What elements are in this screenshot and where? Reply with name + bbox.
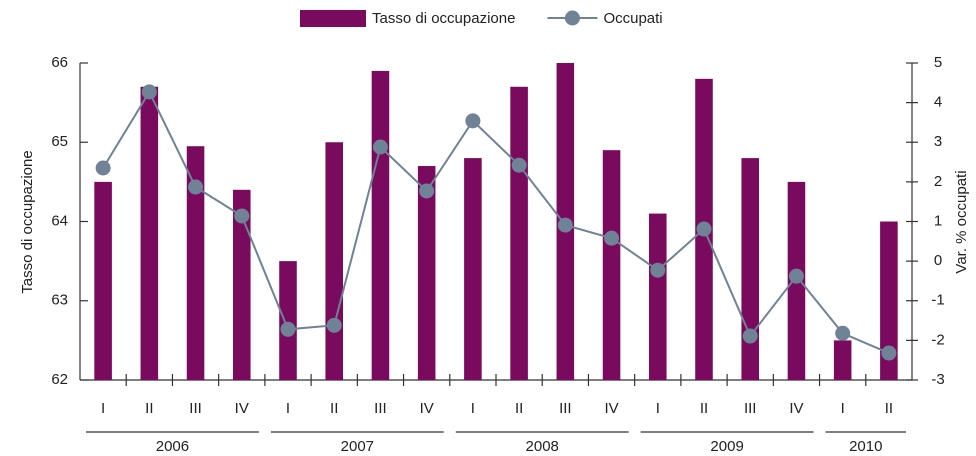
y2-tick-label: -2 xyxy=(931,331,944,348)
marker xyxy=(280,321,296,337)
line xyxy=(102,89,890,354)
x-tick-label: III xyxy=(559,400,572,417)
legend-label: Tasso di occupazione xyxy=(372,10,515,27)
bar xyxy=(417,166,436,380)
marker xyxy=(465,113,481,129)
x-tick-label: IV xyxy=(235,400,249,417)
y2-tick-label: 2 xyxy=(934,173,942,190)
marker xyxy=(372,139,388,155)
marker xyxy=(788,268,804,284)
y-tick-label: 64 xyxy=(51,212,68,229)
y2-tick-label: 5 xyxy=(934,54,942,71)
group-label: 2009 xyxy=(710,438,743,455)
x-tick-label: III xyxy=(374,400,387,417)
marker xyxy=(188,179,204,195)
bar xyxy=(325,142,344,380)
y2-axis-label: Var. % occupati xyxy=(953,170,970,273)
y2-tick-label: 4 xyxy=(934,94,942,111)
group-label: 2008 xyxy=(526,438,559,455)
marker xyxy=(326,317,342,333)
marker xyxy=(650,262,666,278)
x-tick-label: IV xyxy=(789,400,803,417)
x-tick-label: II xyxy=(700,400,708,417)
legend-marker xyxy=(564,10,580,26)
y-tick-label: 63 xyxy=(51,292,68,309)
bar xyxy=(880,221,898,380)
group-label: 2006 xyxy=(156,438,189,455)
bar xyxy=(741,158,760,380)
marker xyxy=(141,84,157,100)
x-tick-label: II xyxy=(145,400,153,417)
x-tick-label: III xyxy=(189,400,202,417)
bar xyxy=(371,70,390,381)
bar xyxy=(94,181,112,380)
x-tick-label: I xyxy=(471,400,475,417)
x-tick-label: I xyxy=(656,400,660,417)
group-label: 2007 xyxy=(341,438,374,455)
marker xyxy=(881,345,897,361)
y2-tick-label: 0 xyxy=(934,252,942,269)
x-tick-label: II xyxy=(885,400,893,417)
marker xyxy=(742,328,758,344)
legend-swatch xyxy=(300,10,366,27)
x-tick-label: II xyxy=(515,400,523,417)
group-label: 2010 xyxy=(849,438,882,455)
bar xyxy=(279,261,297,380)
x-tick-label: II xyxy=(330,400,338,417)
x-tick-label: I xyxy=(841,400,845,417)
x-tick-label: I xyxy=(286,400,290,417)
marker xyxy=(511,157,527,173)
marker xyxy=(95,160,111,176)
bar xyxy=(833,340,852,380)
y-tick-label: 62 xyxy=(51,371,68,388)
bar xyxy=(464,158,482,380)
marker xyxy=(835,325,851,341)
marker xyxy=(557,217,573,233)
y2-tick-label: 3 xyxy=(934,133,942,150)
x-tick-label: I xyxy=(101,400,105,417)
bar xyxy=(140,86,159,381)
y-tick-label: 65 xyxy=(51,133,68,150)
y2-tick-label: -3 xyxy=(931,371,944,388)
bar xyxy=(648,213,667,380)
y-tick-label: 66 xyxy=(51,54,68,71)
x-tick-label: III xyxy=(744,400,757,417)
y2-tick-label: -1 xyxy=(931,292,944,309)
bar xyxy=(602,150,621,380)
marker xyxy=(234,208,250,224)
x-tick-label: IV xyxy=(604,400,618,417)
legend-label: Occupati xyxy=(603,10,662,27)
marker xyxy=(696,221,712,237)
bar xyxy=(510,86,528,381)
marker xyxy=(419,183,435,199)
y2-tick-label: 1 xyxy=(934,212,942,229)
x-tick-label: IV xyxy=(420,400,434,417)
bar xyxy=(186,146,205,380)
y-axis-label: Tasso di occupazione xyxy=(19,150,36,293)
bar xyxy=(232,189,251,380)
marker xyxy=(604,230,620,246)
